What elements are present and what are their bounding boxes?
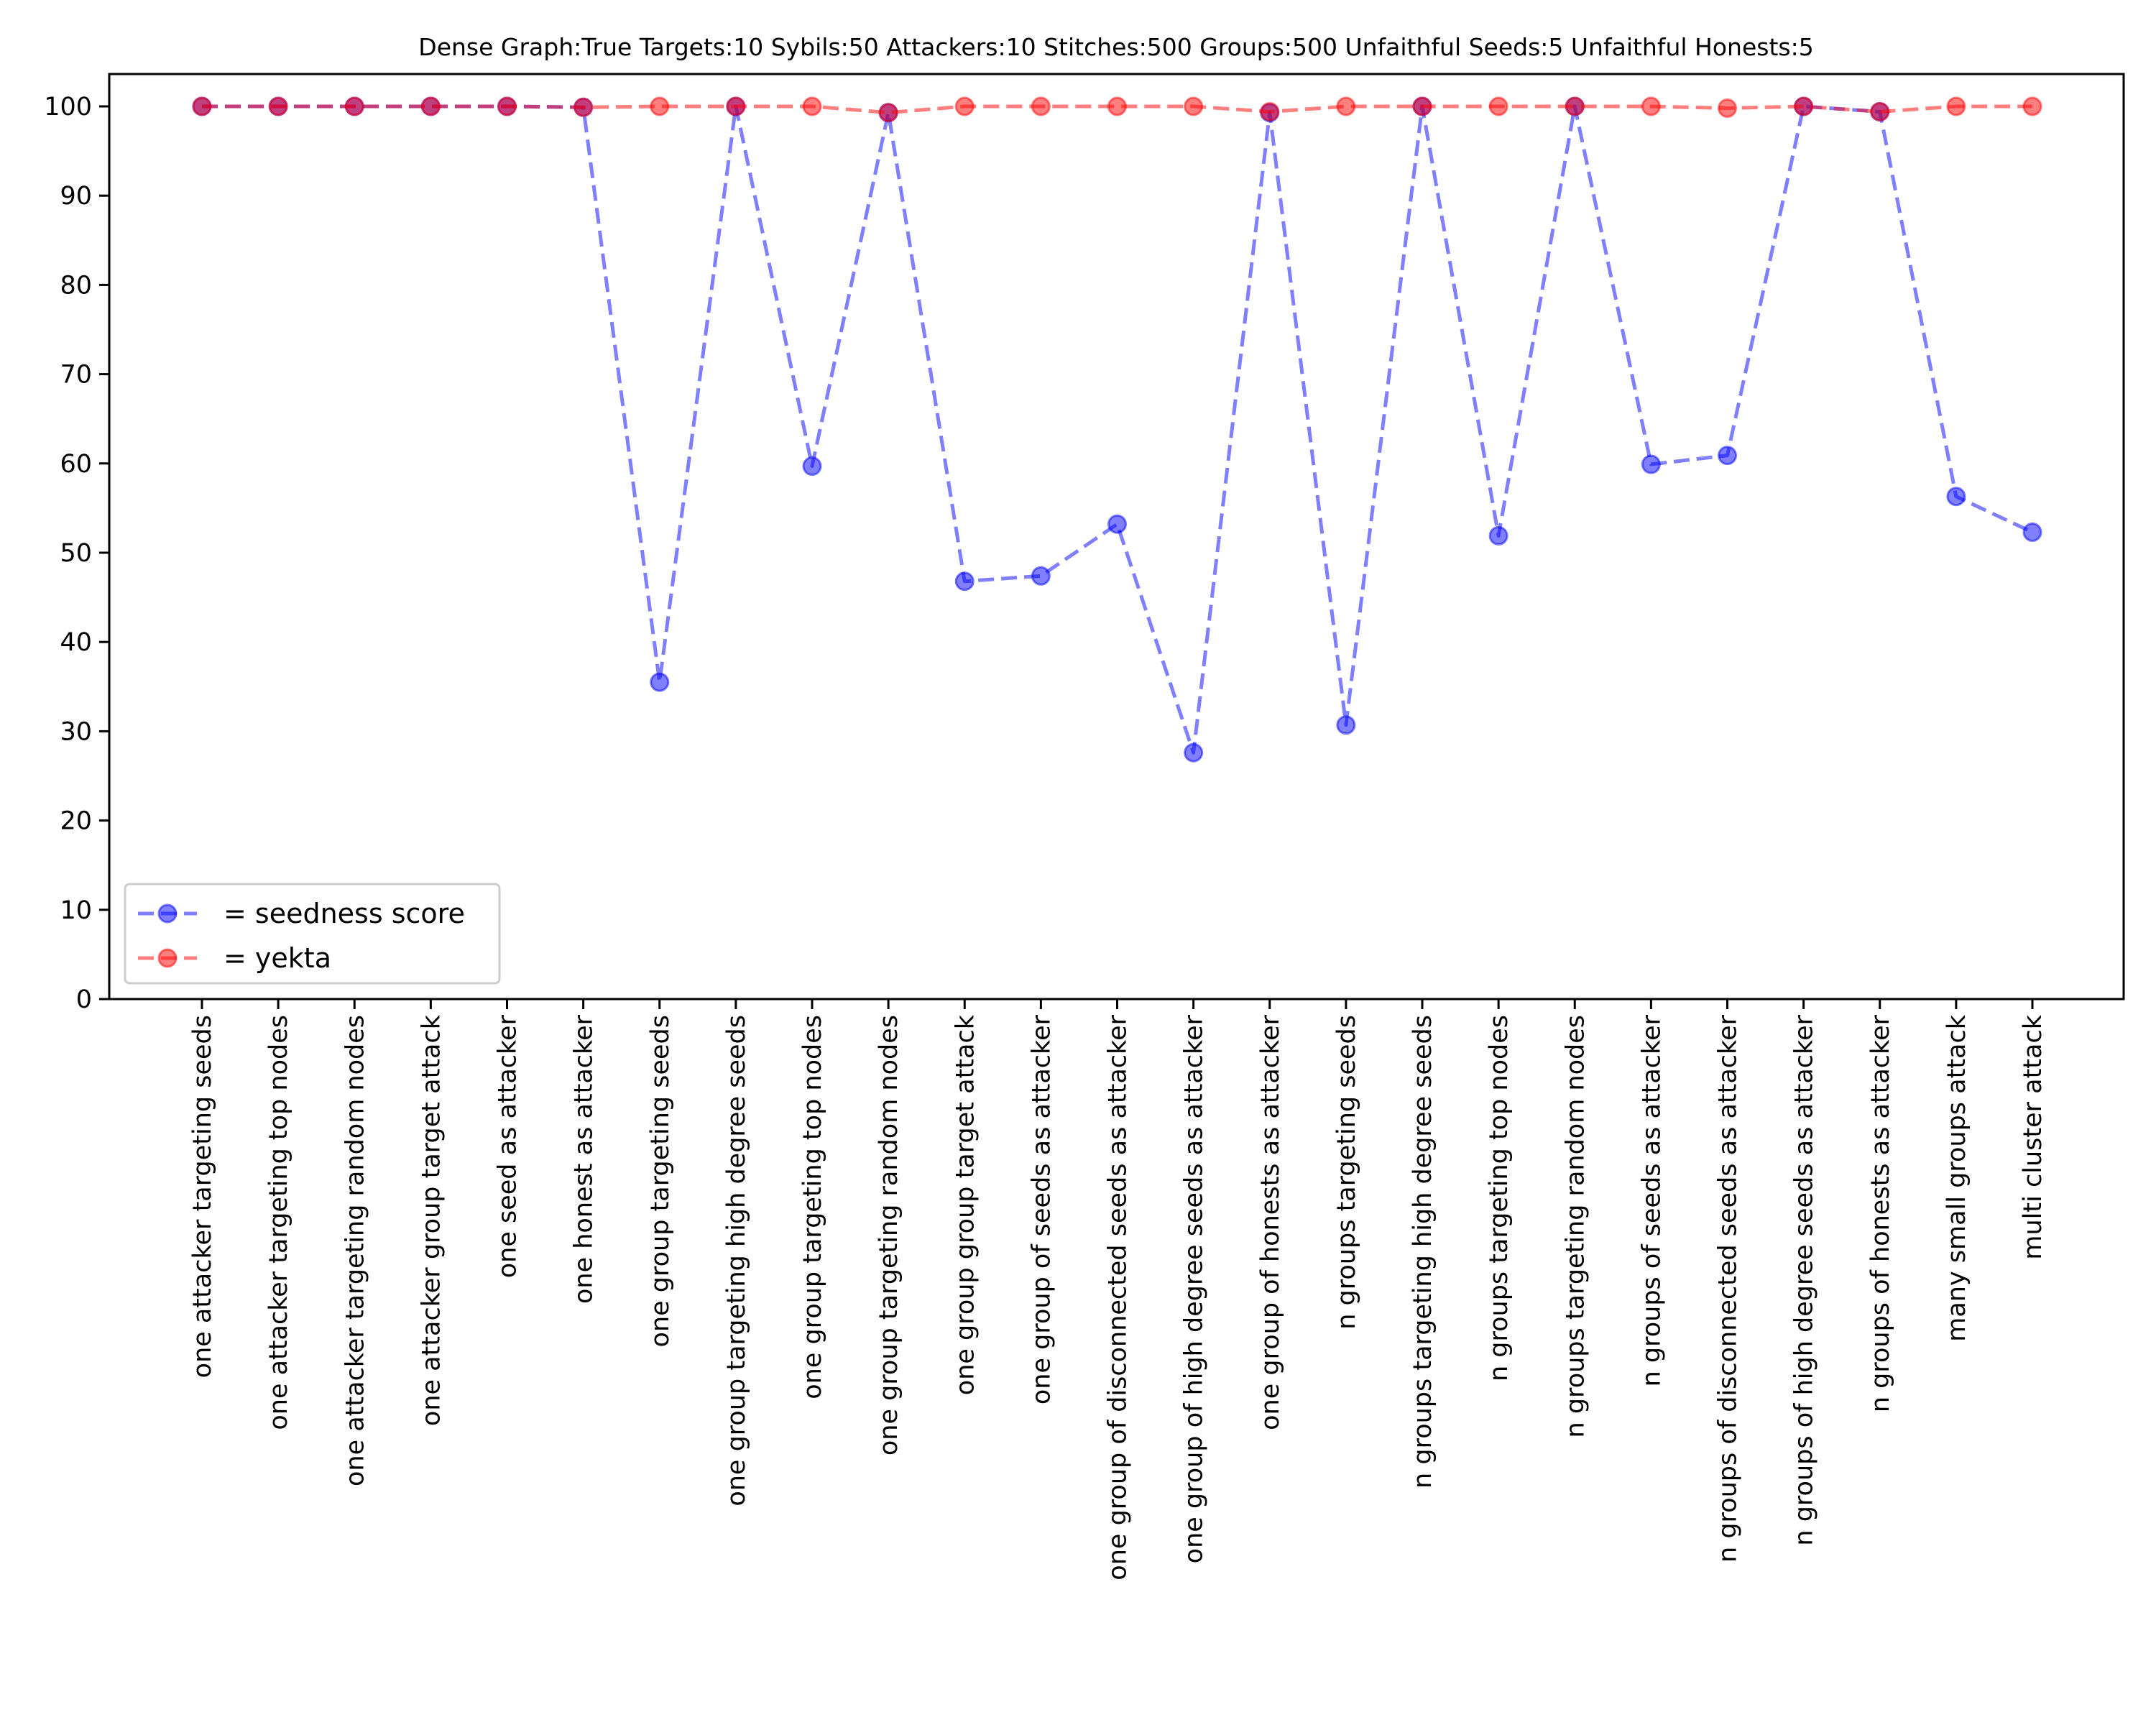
x-tick-label: n groups of seeds as attacker [1637, 1014, 1666, 1386]
plot-background [109, 74, 2124, 999]
y-tick-label: 60 [60, 450, 92, 479]
legend-item-seedness-score: = seedness score [138, 898, 465, 929]
x-tick-label: many small groups attack [1943, 1014, 1971, 1342]
series-layer [108, 73, 2125, 1000]
x-tick-label: one seed as attacker [494, 1014, 522, 1278]
data-point-marker [192, 96, 212, 116]
data-point-marker [1107, 514, 1127, 534]
data-point-marker [802, 456, 822, 477]
data-point-marker [1107, 96, 1127, 116]
x-tick-label: one attacker targeting top nodes [264, 1015, 293, 1430]
data-point-marker [1794, 96, 1814, 116]
y-tick-label: 40 [60, 628, 92, 657]
y-tick-label: 90 [60, 182, 92, 211]
x-tick-label: one group of seeds as attacker [1027, 1014, 1056, 1404]
y-tick-label: 20 [60, 807, 92, 836]
data-point-marker [1488, 96, 1508, 116]
data-point-marker [954, 96, 975, 116]
data-point-marker [650, 672, 670, 692]
y-tick-label: 50 [60, 539, 92, 568]
x-tick-label: one honest as attacker [570, 1014, 599, 1304]
y-tick-label: 30 [60, 717, 92, 746]
data-point-marker [420, 96, 441, 116]
x-tick-label: one group targeting top nodes [798, 1015, 827, 1399]
axes-frame [108, 73, 2125, 1000]
data-point-marker [1565, 96, 1585, 116]
x-tick-label: one group targeting seeds [646, 1015, 675, 1347]
legend-marker-icon [157, 948, 178, 968]
data-point-marker [802, 96, 822, 116]
legend: = seedness score = yekta [124, 883, 501, 985]
data-point-marker [2022, 522, 2042, 542]
legend-label: = yekta [224, 942, 331, 974]
x-tick-label: one group of honests as attacker [1256, 1014, 1285, 1430]
data-point-marker [1336, 96, 1356, 116]
x-tick-label: n groups targeting top nodes [1485, 1015, 1514, 1381]
y-tick-label: 10 [60, 896, 92, 925]
x-tick-label: n groups of disconnected seeds as attack… [1714, 1014, 1743, 1563]
data-point-marker [1412, 96, 1432, 116]
legend-marker-icon [157, 903, 178, 924]
data-point-marker [573, 97, 594, 117]
y-tick-label: 0 [76, 985, 92, 1014]
plot-area [109, 74, 2124, 999]
data-point-marker [1336, 715, 1356, 735]
data-point-marker [1184, 742, 1204, 763]
legend-item-yekta: = yekta [138, 942, 331, 974]
x-tick-label: one attacker targeting seeds [188, 1015, 217, 1378]
data-point-marker [1641, 454, 1661, 474]
x-tick-label: one attacker group target attack [417, 1014, 446, 1426]
x-tick-label: n groups targeting random nodes [1561, 1015, 1590, 1438]
x-tick-label: one group targeting high degree seeds [722, 1015, 751, 1506]
x-tick-label: one group targeting random nodes [875, 1015, 903, 1455]
x-tick-label: n groups targeting seeds [1332, 1015, 1361, 1330]
data-point-marker [344, 96, 364, 116]
data-point-marker [726, 96, 746, 116]
data-point-marker [650, 96, 670, 116]
data-point-marker [1031, 566, 1051, 586]
data-point-marker [1641, 96, 1661, 116]
data-point-marker [878, 103, 898, 123]
data-point-marker [1946, 96, 1966, 116]
data-point-marker [954, 571, 975, 592]
x-axis: one attacker targeting seeds one attacker… [188, 999, 2047, 1581]
series-yekta [192, 96, 2042, 123]
x-tick-label: one attacker targeting random nodes [341, 1015, 369, 1486]
chart-title: Dense Graph:True Targets:10 Sybils:50 At… [418, 33, 1813, 61]
x-tick-label: multi cluster attack [2019, 1014, 2047, 1259]
data-point-marker [1870, 101, 1890, 121]
legend-frame [124, 883, 501, 985]
data-point-marker [1718, 98, 1737, 118]
data-point-marker [1946, 487, 1966, 507]
x-tick-label: one group of high degree seeds as attack… [1180, 1014, 1209, 1563]
y-axis: 0 10 20 30 40 50 60 70 80 90 100 [44, 93, 109, 1014]
data-point-marker [1488, 525, 1508, 546]
data-point-marker [1260, 101, 1280, 121]
data-point-marker [1718, 446, 1737, 466]
data-point-marker [1184, 96, 1204, 116]
x-tick-label: n groups of high degree seeds as attacke… [1790, 1014, 1819, 1545]
data-point-marker [268, 96, 288, 116]
data-point-marker [1031, 96, 1051, 116]
x-tick-label: one group group target attack [951, 1014, 980, 1395]
x-tick-label: one group of disconnected seeds as attac… [1104, 1014, 1133, 1580]
data-point-marker [2022, 96, 2042, 116]
data-point-marker [497, 96, 517, 116]
y-tick-label: 80 [60, 271, 92, 300]
x-tick-label: n groups targeting high degree seeds [1409, 1015, 1437, 1489]
legend-label: = seedness score [224, 898, 465, 929]
y-tick-label: 100 [44, 93, 92, 121]
x-tick-label: n groups of honests as attacker [1866, 1014, 1895, 1412]
y-tick-label: 70 [60, 361, 92, 390]
